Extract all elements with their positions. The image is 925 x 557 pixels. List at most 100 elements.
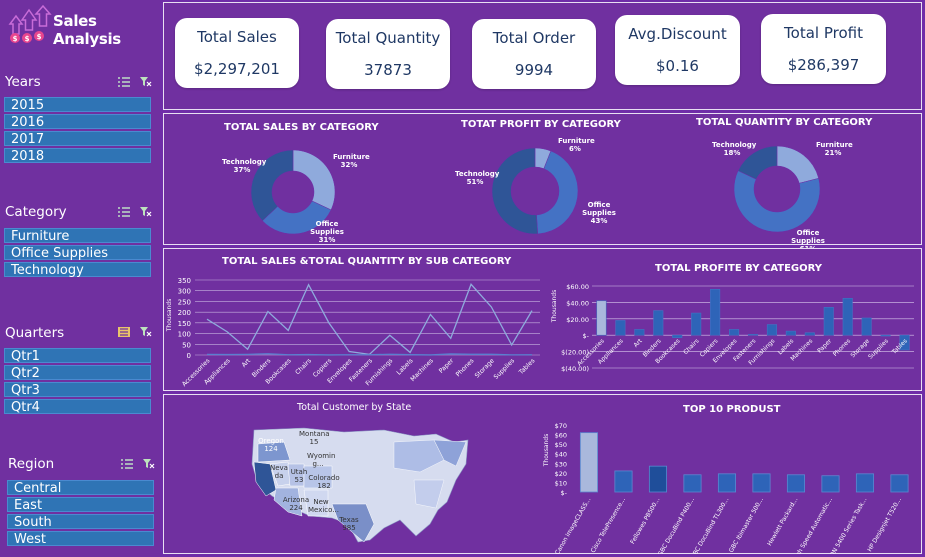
x-tick-label: Art [632, 337, 644, 349]
chart-title: TOP 10 PRODUST [683, 404, 781, 415]
profit-bar [729, 329, 740, 336]
app-title: Sales Analysis [53, 12, 121, 48]
slicer-item-region[interactable]: Central [7, 480, 154, 496]
chart-title: TOTAL SALES BY CATEGORY [224, 122, 379, 133]
x-tick-label: GBC DocuBind P400... [657, 496, 696, 554]
svg-text:$: $ [25, 35, 30, 43]
data-label: Furniture 6% [558, 137, 595, 153]
x-tick-label: Art [241, 357, 253, 369]
y-axis-label: Thousands [551, 290, 558, 323]
x-tick-label: Phones [455, 357, 476, 378]
x-tick-label: Fellowes PB500... [629, 496, 661, 545]
kpi-label: Total Quantity [335, 29, 441, 47]
donut-slice [536, 150, 578, 234]
product-bar [752, 473, 771, 493]
region-slicer-title: Region [8, 456, 55, 472]
product-bar [786, 474, 806, 493]
subcategory-panel [163, 248, 922, 391]
multi-select-icon[interactable] [121, 459, 133, 469]
svg-text:$: $ [13, 35, 18, 43]
profit-bar [804, 332, 815, 336]
kpi-total-profit: Total Profit $286,397 [761, 14, 886, 84]
donut-slice [776, 146, 819, 184]
slicer-item-quarters[interactable]: Qtr3 [4, 382, 151, 398]
y-tick-label: 0 [187, 352, 191, 360]
product-bar [648, 465, 668, 493]
quarters-slicer-title: Quarters [5, 325, 65, 341]
donut-slice [734, 170, 820, 232]
clear-filter-icon[interactable] [143, 459, 155, 469]
profit-bar [823, 307, 834, 336]
profit-by-category-donut [492, 148, 578, 234]
profit-bar [785, 330, 796, 336]
slicer-item-category[interactable]: Technology [4, 262, 151, 278]
map-label-utah: Utah 53 [290, 468, 308, 484]
profit-bar [710, 288, 721, 336]
multi-select-icon[interactable] [118, 77, 130, 87]
x-tick-label: GBC DocuBind TL300... [690, 496, 731, 554]
slicer-item-region[interactable]: South [7, 514, 154, 530]
product-bar [683, 474, 702, 493]
profit-bar-chart: $60.00 $40.00 $20.00 $- $(20.00) $(40.00) Thou… [551, 283, 914, 373]
map-label-new-mexico: New Mexico... [308, 498, 339, 514]
y-tick-label: $- [583, 332, 590, 340]
y-tick-label: 150 [178, 320, 191, 328]
x-tick-label: Paper [816, 337, 833, 354]
clear-filter-icon[interactable] [140, 327, 152, 337]
x-tick-label: Supplies [867, 338, 890, 361]
y-tick-label: $60.00 [566, 283, 589, 291]
donut-slice [251, 150, 294, 222]
y-tick-label: 250 [178, 298, 191, 306]
donut-slice [492, 148, 538, 234]
data-label: Technology 37% [222, 158, 267, 174]
profit-bar [653, 310, 664, 336]
slicer-item-region[interactable]: East [7, 497, 154, 513]
profit-bar [766, 324, 777, 336]
y-tick-label: 350 [178, 277, 191, 285]
chart-title: TOTAL PROFITE BY CATEGORY [655, 263, 823, 274]
slicer-item-category[interactable]: Furniture [4, 228, 151, 244]
multi-select-icon[interactable] [118, 207, 130, 217]
slicer-item-years[interactable]: 2017 [4, 131, 151, 147]
map-label-nevada: Neva da [270, 464, 288, 480]
product-bar [855, 473, 875, 493]
kpi-label: Total Order [492, 29, 576, 47]
kpi-label: Total Sales [197, 28, 277, 46]
slicer-item-quarters[interactable]: Qtr4 [4, 399, 151, 415]
slicer-item-quarters[interactable]: Qtr1 [4, 348, 151, 364]
sales-quantity-line-chart: 350300250200150100500ThousandsAccessorie… [166, 277, 540, 388]
chart-title: TOTAT PROFIT BY CATEGORY [461, 119, 621, 130]
slicer-item-quarters[interactable]: Qtr2 [4, 365, 151, 381]
y-axis-label: Thousands [543, 434, 550, 467]
sales-logo-icon: $ $ $ [8, 4, 52, 43]
y-tick-label: $60 [555, 432, 567, 440]
clear-filter-icon[interactable] [140, 77, 152, 87]
product-bar [821, 475, 840, 493]
y-tick-label: 100 [178, 331, 191, 339]
y-tick-label: 300 [178, 288, 191, 296]
slicer-item-category[interactable]: Office Supplies [4, 245, 151, 261]
multi-select-icon[interactable] [118, 327, 130, 337]
donut-slice [292, 150, 335, 211]
x-tick-label: HP Designjet T520... [866, 496, 903, 553]
kpi-avg-discount: Avg.Discount $0.16 [615, 15, 740, 85]
chart-title: TOTAL QUANTITY BY CATEGORY [696, 117, 873, 128]
clear-filter-icon[interactable] [140, 207, 152, 217]
profit-bar [634, 329, 645, 336]
map-label-colorado: Colorado 182 [308, 474, 340, 490]
sidebar: $ $ $ Sales Analysis Years 2015 2016 2017 2… [0, 0, 160, 557]
x-tick-label: Chairs [294, 357, 313, 376]
profit-bar [842, 297, 853, 336]
data-label: Office Supplies 31% [310, 220, 344, 244]
profit-bar [672, 334, 683, 338]
slicer-item-region[interactable]: West [7, 531, 154, 547]
y-tick-label: $10 [555, 479, 567, 487]
y-tick-label: 50 [182, 341, 191, 349]
slicer-item-years[interactable]: 2015 [4, 97, 151, 113]
map-label-texas: Texas 985 [339, 516, 359, 532]
slicer-item-years[interactable]: 2018 [4, 148, 151, 164]
x-tick-label: Tables [517, 357, 536, 376]
x-tick-label: HON 5400 Series Task... [826, 496, 868, 554]
slicer-item-years[interactable]: 2016 [4, 114, 151, 130]
y-tick-label: $20.00 [566, 316, 589, 324]
